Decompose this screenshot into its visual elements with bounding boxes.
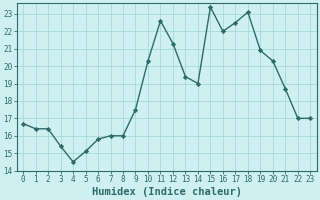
X-axis label: Humidex (Indice chaleur): Humidex (Indice chaleur) bbox=[92, 186, 242, 197]
